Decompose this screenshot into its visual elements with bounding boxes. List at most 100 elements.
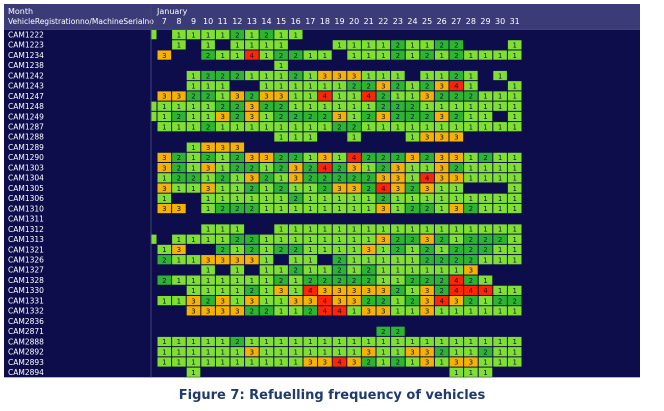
cell-value-label: 1 [396, 267, 400, 275]
cell-value-label: 1 [235, 267, 239, 275]
heatmap-cell [245, 70, 259, 81]
heatmap-cell [245, 336, 259, 347]
heatmap-cell [245, 91, 259, 101]
heatmap-cell [172, 40, 186, 50]
cell-value-label: 1 [308, 154, 312, 162]
heatmap-cell [449, 40, 464, 50]
cell-value-label: 1 [293, 348, 297, 356]
cell-value-label: 1 [483, 175, 487, 183]
heatmap-cell [288, 50, 303, 60]
cell-value-label: 1 [323, 82, 327, 90]
cell-value-label: 1 [177, 236, 181, 244]
cell-value-label: 4 [483, 287, 488, 295]
cell-value-label: 1 [498, 123, 502, 131]
heatmap-cell [420, 306, 434, 316]
cell-value-label: 1 [162, 103, 166, 111]
cell-value-label: 1 [191, 103, 195, 111]
heatmap-cell [318, 70, 332, 81]
cell-value-label: 2 [235, 103, 239, 111]
heatmap-cell [259, 234, 274, 244]
heatmap-cell [259, 122, 274, 132]
cell-value-label: 1 [264, 359, 268, 367]
cell-value-label: 1 [381, 277, 385, 285]
cell-value-label: 2 [396, 328, 400, 336]
vehicle-label: CAM2893 [8, 358, 44, 367]
heatmap-cell [230, 234, 245, 244]
heatmap-cell [332, 111, 347, 122]
cell-value-label: 2 [483, 154, 487, 162]
cell-value-label: 1 [191, 154, 195, 162]
heatmap-cell [303, 70, 318, 81]
heatmap-cell [391, 265, 405, 275]
cell-value-label: 1 [439, 52, 443, 60]
cell-value-label: 1 [293, 185, 297, 193]
cell-value-label: 1 [206, 226, 210, 234]
heatmap-cell [391, 111, 405, 122]
cell-value-label: 1 [293, 308, 297, 316]
cell-value-label: 2 [469, 205, 473, 213]
heatmap-cell [172, 234, 186, 244]
heatmap-cell [405, 81, 420, 91]
cell-value-label: 1 [293, 226, 297, 234]
cell-value-label: 1 [396, 93, 400, 101]
cell-value-label: 1 [381, 52, 385, 60]
cell-value-label: 1 [177, 256, 181, 264]
heatmap-cell [288, 152, 303, 162]
vehicle-label: CAM1222 [8, 30, 44, 39]
cell-value-label: 1 [264, 123, 268, 131]
cell-value-label: 4 [469, 287, 474, 295]
cell-value-label: 2 [439, 277, 443, 285]
heatmap-cell [230, 40, 245, 50]
heatmap-cell [449, 111, 464, 122]
heatmap-cell [449, 336, 464, 347]
cell-value-label: 1 [220, 123, 224, 131]
heatmap-cell [215, 81, 230, 91]
cell-value-label: 3 [352, 359, 356, 367]
heatmap-cell [318, 357, 332, 367]
cell-value-label: 1 [454, 226, 458, 234]
cell-value-label: 1 [323, 52, 327, 60]
cell-value-label: 1 [439, 308, 443, 316]
heatmap-cell [274, 111, 288, 122]
heatmap-cell [405, 173, 420, 183]
heatmap-cell [230, 275, 245, 285]
heatmap-cell [230, 122, 245, 132]
heatmap-cell [332, 234, 347, 244]
heatmap-cell [376, 224, 391, 234]
cell-value-label: 2 [220, 175, 224, 183]
cell-value-label: 3 [220, 297, 224, 305]
cell-value-label: 1 [512, 113, 516, 121]
cell-value-label: 1 [206, 113, 210, 121]
heatmap-cell [493, 91, 507, 101]
cell-value-label: 1 [162, 338, 166, 346]
cell-value-label: 2 [425, 256, 429, 264]
heatmap-cell [347, 234, 361, 244]
cell-value-label: 1 [410, 164, 414, 172]
cell-value-label: 1 [220, 359, 224, 367]
heatmap-cell [420, 234, 434, 244]
cell-value-label: 4 [250, 52, 255, 60]
heatmap-cell [405, 132, 420, 142]
cell-value-label: 2 [250, 93, 254, 101]
cell-value-label: 1 [512, 52, 516, 60]
heatmap-cell [318, 244, 332, 255]
heatmap-cell [493, 244, 507, 255]
cell-value-label: 1 [206, 338, 210, 346]
heatmap-cell [186, 183, 201, 193]
cell-value-label: 2 [396, 287, 400, 295]
cell-value-label: 1 [425, 72, 429, 80]
cell-value-label: 1 [206, 348, 210, 356]
heatmap-cell [186, 30, 201, 40]
heatmap-cell [464, 244, 478, 255]
day-label: 23 [393, 17, 403, 26]
heatmap-cell [303, 101, 318, 111]
cell-value-label: 2 [425, 52, 429, 60]
cell-value-label: 1 [512, 185, 516, 193]
cell-value-label: 1 [337, 226, 341, 234]
cell-value-label: 1 [308, 338, 312, 346]
heatmap-cell [478, 347, 493, 357]
heatmap-cell [347, 101, 361, 111]
heatmap-cell [434, 162, 449, 173]
cell-value-label: 3 [264, 154, 268, 162]
day-label: 10 [203, 17, 213, 26]
